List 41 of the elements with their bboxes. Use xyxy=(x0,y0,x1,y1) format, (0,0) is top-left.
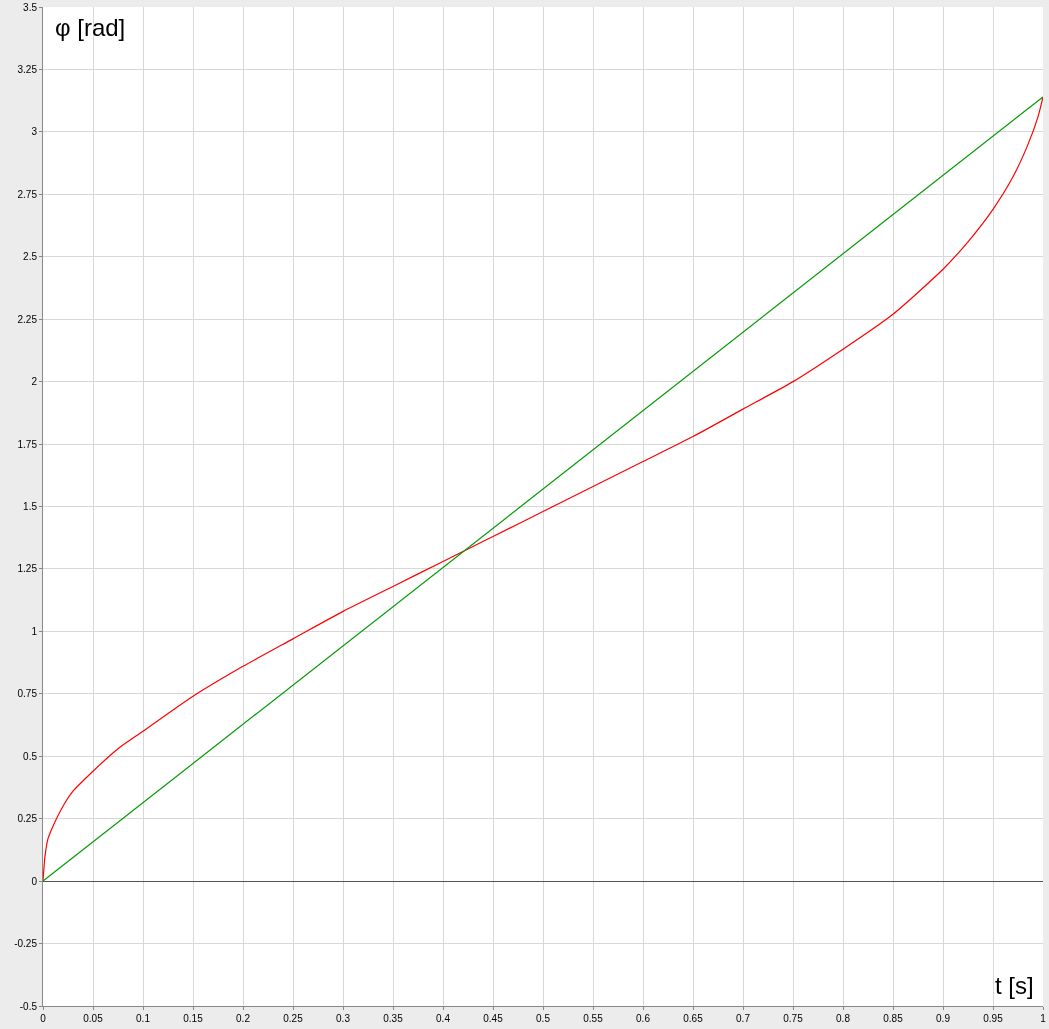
x-tick-label: 0.85 xyxy=(883,1013,904,1024)
y-tick-label: 0.5 xyxy=(23,750,38,762)
line-series xyxy=(43,96,1043,882)
x-tick-label: 0.1 xyxy=(136,1013,151,1024)
x-tick-label: 0.25 xyxy=(283,1013,304,1024)
y-tick-label: 0.75 xyxy=(17,688,38,700)
x-tick-label: 0.4 xyxy=(436,1013,451,1024)
x-tick-label: 0.7 xyxy=(736,1013,751,1024)
y-tick-label: -0.5 xyxy=(19,1000,38,1012)
x-tick-label: 0.35 xyxy=(383,1013,404,1024)
y-tick-label: 1.5 xyxy=(23,501,38,512)
y-tick-label: 1 xyxy=(31,625,38,637)
x-tick-label: 0.8 xyxy=(836,1013,851,1024)
x-tick-label: 0.3 xyxy=(336,1013,351,1024)
y-tick-label: 0.25 xyxy=(17,813,38,825)
y-tick-label: 3.25 xyxy=(17,63,38,75)
x-tick-label: 0.75 xyxy=(783,1013,804,1024)
x-tick-label: 0.05 xyxy=(83,1013,104,1024)
y-tick-label: 1.75 xyxy=(17,438,38,450)
y-tick-label: 0 xyxy=(31,875,38,887)
y-axis-title: φ [rad] xyxy=(55,14,126,41)
x-tick-label: 0.95 xyxy=(983,1013,1004,1024)
y-tick-label: -0.25 xyxy=(14,938,38,950)
y-tick-label: 3.5 xyxy=(23,1,38,13)
x-tick-label: 0.15 xyxy=(183,1013,204,1024)
y-tick-label: 2.5 xyxy=(23,251,38,263)
x-tick-label: 0.45 xyxy=(483,1013,504,1024)
y-tick-label: 2.75 xyxy=(17,188,38,200)
x-tick-label: 0.65 xyxy=(683,1013,704,1024)
y-tick-label: 3 xyxy=(31,126,38,138)
y-tick-label: 2 xyxy=(31,376,38,388)
x-tick-label: 1 xyxy=(1040,1013,1047,1024)
x-tick-label: 0.2 xyxy=(236,1013,251,1024)
y-tick-label: 1.25 xyxy=(17,563,38,575)
x-tick-label: 0.9 xyxy=(936,1013,951,1024)
x-tick-label: 0.55 xyxy=(583,1013,604,1024)
y-tick-label: 2.25 xyxy=(17,313,38,325)
x-tick-label: 0.6 xyxy=(636,1013,651,1024)
x-axis-title: t [s] xyxy=(995,972,1034,999)
x-tick-label: 0.5 xyxy=(536,1013,551,1024)
x-tick-label: 0 xyxy=(40,1013,47,1024)
